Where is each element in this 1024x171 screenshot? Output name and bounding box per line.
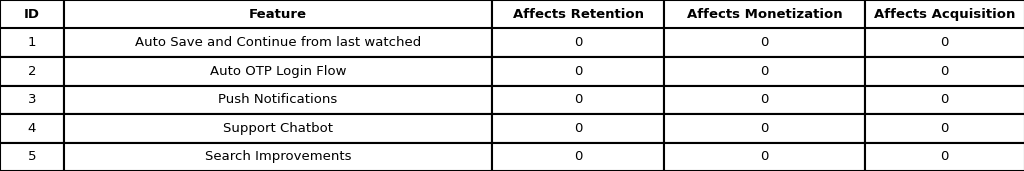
Bar	[0, 114, 63, 142]
Text: 0: 0	[940, 93, 949, 106]
Text: 0: 0	[940, 65, 949, 78]
Text: Push Notifications: Push Notifications	[218, 93, 338, 106]
Text: 2: 2	[28, 65, 36, 78]
Text: 4: 4	[28, 122, 36, 135]
Bar	[63, 114, 492, 142]
Text: 0: 0	[573, 122, 583, 135]
Bar	[0, 29, 63, 57]
Bar	[864, 114, 1024, 142]
Bar	[63, 86, 492, 114]
Bar	[864, 0, 1024, 29]
Text: Auto Save and Continue from last watched: Auto Save and Continue from last watched	[135, 36, 421, 49]
Text: Affects Retention: Affects Retention	[513, 8, 643, 21]
Text: 0: 0	[760, 122, 769, 135]
Text: 0: 0	[573, 36, 583, 49]
Text: 0: 0	[573, 150, 583, 163]
Text: 0: 0	[940, 150, 949, 163]
Bar	[0, 86, 63, 114]
Bar	[664, 29, 864, 57]
Bar	[864, 29, 1024, 57]
Text: 0: 0	[760, 36, 769, 49]
Text: Auto OTP Login Flow: Auto OTP Login Flow	[210, 65, 346, 78]
Bar	[864, 86, 1024, 114]
Text: 0: 0	[760, 150, 769, 163]
Text: Feature: Feature	[249, 8, 307, 21]
Bar	[492, 114, 664, 142]
Text: Affects Monetization: Affects Monetization	[687, 8, 842, 21]
Bar	[63, 142, 492, 171]
Bar	[0, 57, 63, 86]
Bar	[63, 29, 492, 57]
Bar	[664, 114, 864, 142]
Bar	[492, 29, 664, 57]
Text: Affects Acquisition: Affects Acquisition	[873, 8, 1016, 21]
Text: 1: 1	[28, 36, 36, 49]
Bar	[63, 0, 492, 29]
Text: 0: 0	[573, 93, 583, 106]
Bar	[664, 86, 864, 114]
Bar	[864, 57, 1024, 86]
Text: 0: 0	[760, 65, 769, 78]
Text: 0: 0	[573, 65, 583, 78]
Bar	[492, 142, 664, 171]
Text: 0: 0	[940, 122, 949, 135]
Text: Search Improvements: Search Improvements	[205, 150, 351, 163]
Bar	[664, 0, 864, 29]
Bar	[492, 57, 664, 86]
Bar	[864, 142, 1024, 171]
Bar	[63, 57, 492, 86]
Bar	[0, 0, 63, 29]
Bar	[664, 57, 864, 86]
Bar	[664, 142, 864, 171]
Text: ID: ID	[24, 8, 40, 21]
Bar	[492, 0, 664, 29]
Bar	[492, 86, 664, 114]
Bar	[0, 142, 63, 171]
Text: 0: 0	[760, 93, 769, 106]
Text: Support Chatbot: Support Chatbot	[223, 122, 333, 135]
Text: 0: 0	[940, 36, 949, 49]
Text: 5: 5	[28, 150, 36, 163]
Text: 3: 3	[28, 93, 36, 106]
